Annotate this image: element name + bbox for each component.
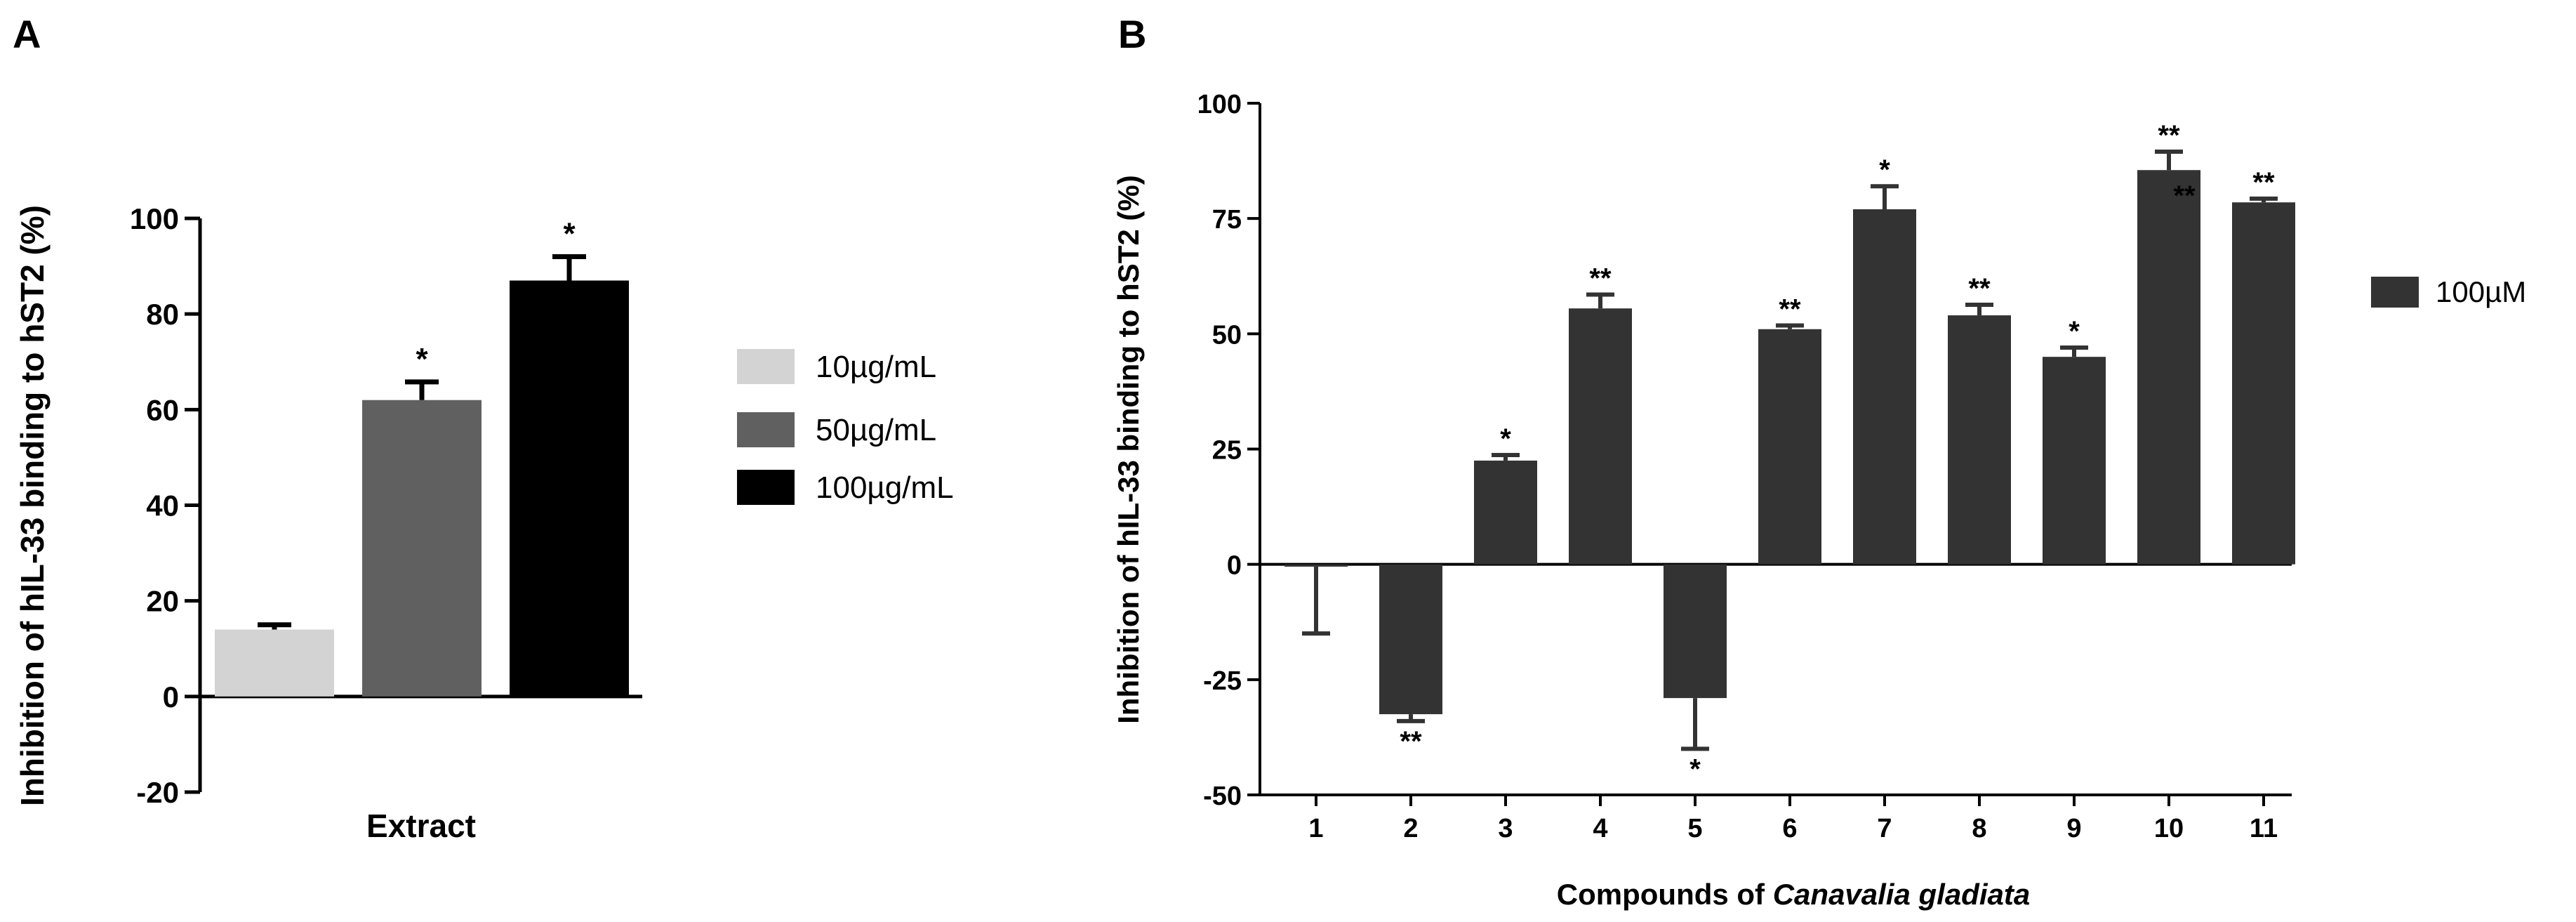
panel-b-legend-swatch	[2371, 277, 2419, 308]
panel-b-significance-label: *	[1500, 423, 1511, 454]
panel-a-y-tick-label: 20	[146, 585, 179, 618]
panel-b-significance-label: **	[1968, 273, 1991, 304]
panel-b-significance-label: *	[1879, 154, 1890, 185]
panel-b-significance-label-extra: **	[2173, 180, 2196, 211]
panel-a-significance-label: *	[416, 342, 428, 376]
panel-b-significance-label: **	[2252, 167, 2275, 198]
panel-b-significance-label: *	[1689, 753, 1701, 784]
panel-a-legend-label: 10µg/mL	[816, 350, 936, 384]
panel-a-y-tick-label: 40	[146, 489, 179, 522]
panel-a-x-category-label: Extract	[366, 808, 476, 844]
panel-b-x-tick-label: 3	[1498, 814, 1513, 843]
panel-b-x-axis-label-italic: Canavalia gladiata	[1773, 878, 2031, 911]
panel-b-x-tick-label: 2	[1403, 814, 1418, 843]
panel-b-chart: B Inhibition of hIL-33 binding to hST2 (…	[1112, 12, 2526, 911]
panel-b-significance-label: **	[1779, 294, 1801, 325]
panel-b-y-tick-label: 25	[1212, 436, 1242, 466]
panel-b-bars: ******************	[1284, 120, 2295, 784]
panel-b-significance-label: **	[1400, 726, 1422, 757]
panel-b-legend: 100µM	[2371, 275, 2526, 308]
panel-b-x-tick-label: 10	[2154, 814, 2184, 843]
panel-b-x-tick-label: 11	[2250, 814, 2278, 843]
panel-b-x-axis-label: Compounds of Canavalia gladiata	[1557, 878, 2030, 911]
panel-a-legend-swatch	[737, 412, 795, 447]
panel-b-bar	[1474, 460, 1537, 565]
panel-b-x-tick-label: 6	[1782, 814, 1797, 843]
panel-b-x-tick-label: 8	[1972, 814, 1986, 843]
panel-b-bar	[1758, 329, 1821, 565]
panel-a-label: A	[13, 12, 41, 56]
panel-b-bar	[2232, 202, 2295, 565]
panel-a-axes: -20 0 20 40 60 80 100	[130, 202, 642, 809]
panel-a-y-axis-label: Inhibition of hIL-33 binding to hST2 (%)	[14, 205, 51, 806]
panel-a-y-tick-label: -20	[136, 776, 179, 809]
panel-b-bar	[1664, 564, 1727, 699]
panel-b-significance-label: *	[2069, 316, 2080, 347]
panel-b-axes: -50 -25 0 25 50 75 100 1 2 3 4 5 6 7 8 9 10 11	[1197, 90, 2292, 843]
panel-b-x-tick-label: 4	[1593, 814, 1607, 843]
panel-b-y-tick-label: 50	[1212, 320, 1242, 350]
panel-a-legend-label: 100µg/mL	[816, 470, 954, 505]
panel-b-x-tick-label: 7	[1877, 814, 1892, 843]
panel-b-y-tick-label: 0	[1227, 551, 1242, 581]
panel-b-bar	[1379, 564, 1442, 715]
panel-a-bar	[510, 280, 629, 697]
panel-b-y-tick-label: -50	[1203, 782, 1242, 811]
panel-b-y-tick-label: 75	[1212, 205, 1242, 235]
panel-b-bar	[1284, 564, 1348, 567]
panel-a-bar	[362, 400, 482, 697]
panel-b-label: B	[1118, 12, 1146, 56]
panel-b-bar	[1948, 315, 2011, 565]
panel-a-bars: **	[215, 216, 629, 697]
panel-b-legend-label: 100µM	[2436, 275, 2526, 308]
panel-b-y-tick-label: 100	[1197, 90, 1242, 119]
panel-a-legend-swatch	[737, 349, 795, 384]
panel-b-y-axis-label: Inhibition of hIL-33 binding to hST2 (%)	[1112, 175, 1145, 724]
panel-b-x-tick-label: 9	[2066, 814, 2081, 843]
panel-a-legend: 10µg/mL 50µg/mL 100µg/mL	[737, 349, 954, 505]
panel-a-y-tick-label: 0	[163, 680, 179, 713]
panel-a-legend-swatch	[737, 470, 795, 505]
panel-b-x-tick-label: 5	[1687, 814, 1702, 843]
panel-b-significance-label: **	[2158, 120, 2180, 151]
panel-a-y-tick-label: 60	[146, 393, 179, 426]
panel-b-bar	[1853, 209, 1916, 565]
panel-b-significance-label: **	[1589, 263, 1612, 294]
panel-b-bar	[2043, 357, 2106, 565]
panel-a-bar	[215, 629, 334, 697]
panel-b-y-tick-label: -25	[1203, 666, 1242, 696]
panel-a-significance-label: *	[563, 216, 576, 251]
panel-b-bar	[1569, 308, 1632, 565]
panel-a-legend-label: 50µg/mL	[816, 413, 936, 447]
panel-a-y-tick-label: 80	[146, 298, 179, 331]
panel-a-chart: A Inhibition of hIL-33 binding to hST2 (…	[13, 12, 954, 844]
panel-b-bar	[2137, 170, 2200, 565]
panel-b-x-tick-label: 1	[1308, 814, 1323, 843]
panel-a-y-tick-label: 100	[130, 202, 179, 235]
panel-b-x-axis-label-prefix: Compounds of	[1557, 878, 1773, 911]
